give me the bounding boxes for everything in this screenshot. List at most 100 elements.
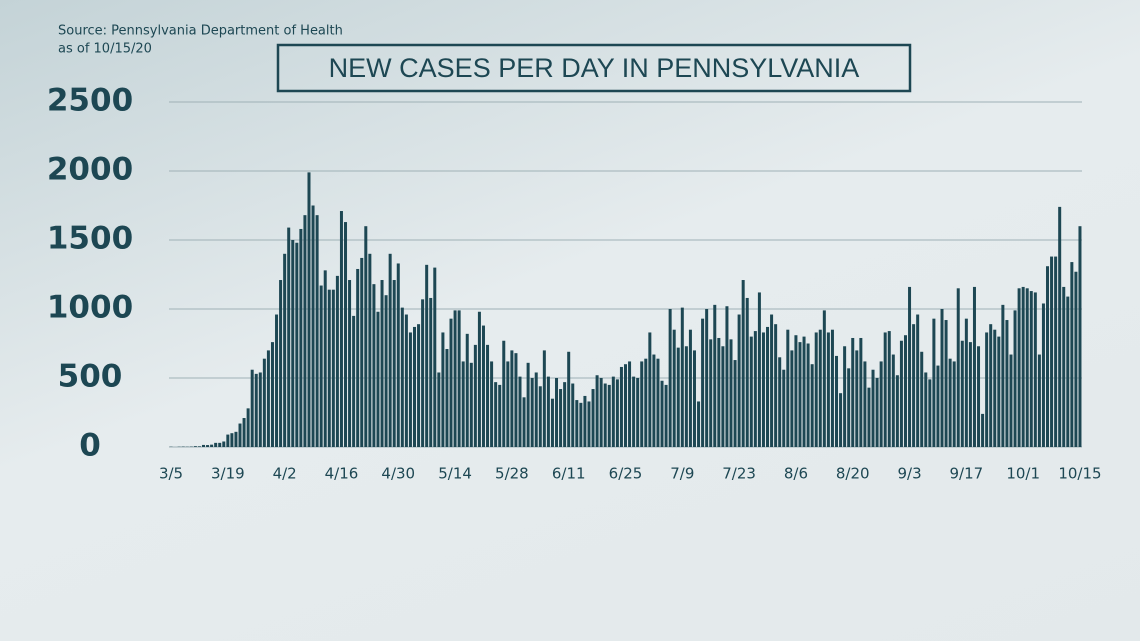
bar [981,413,985,447]
bar [510,350,514,447]
bar [311,205,315,447]
bar [644,358,648,447]
bar [453,310,457,447]
bar [786,329,790,447]
bar [506,361,510,447]
bar [258,372,262,447]
bar [745,297,749,447]
bar [230,433,234,447]
bar [774,324,778,447]
x-tick-label: 4/30 [381,465,415,483]
bar [534,372,538,447]
bar [664,384,668,447]
bar [546,376,550,447]
bar [461,361,465,447]
bar [1058,206,1062,447]
bar [319,285,323,447]
bar [806,343,810,447]
bar [262,358,266,447]
bar [855,350,859,447]
bar [234,431,238,447]
bar [668,309,672,447]
bar [307,172,311,447]
bar [908,286,912,447]
x-tick-label: 7/9 [670,465,694,483]
x-tick-label: 9/3 [897,465,921,483]
bar [327,289,331,447]
bar [291,240,295,447]
bar [425,264,429,447]
bar [469,362,473,447]
bar [376,311,380,447]
bar [254,373,258,447]
bar [384,295,388,447]
bar [1025,288,1029,447]
bar [412,326,416,447]
bar [692,350,696,447]
bar [717,337,721,447]
bar [498,384,502,447]
y-tick-label: 500 [58,359,123,395]
bar [591,389,595,447]
bar [266,350,270,447]
bar [400,307,404,447]
bar [936,365,940,447]
bar [680,307,684,447]
bar [417,324,421,447]
bar [449,318,453,447]
bar [871,369,875,447]
bar [956,288,960,447]
bar [1033,292,1037,447]
bar [843,346,847,447]
bar [197,446,201,447]
bar [193,446,197,447]
bar [879,361,883,447]
bar [555,378,559,447]
bar [457,310,461,447]
bar [1017,288,1021,447]
bar [895,375,899,447]
bar [725,306,729,447]
bar [972,286,976,447]
bar [283,253,287,447]
bar [1046,266,1050,447]
bar [242,418,246,447]
x-tick-label: 3/5 [159,465,183,483]
x-tick-label: 4/16 [325,465,359,483]
bar [477,311,481,447]
x-tick-label: 5/28 [495,465,529,483]
bar [481,325,485,447]
bar [899,340,903,447]
y-tick-label: 2500 [47,83,133,119]
bar [1062,286,1066,447]
bar [859,337,863,447]
bar [587,401,591,447]
bar [490,361,494,447]
bar [741,280,745,447]
bar [514,353,518,447]
source-note: Source: Pennsylvania Department of Healt… [58,24,343,39]
y-tick-label: 2000 [47,152,133,188]
bar [802,336,806,447]
bar [944,320,948,447]
bar [875,378,879,447]
bar [583,395,587,447]
bar [1037,354,1041,447]
bar [640,361,644,447]
bar [611,376,615,447]
bar [632,376,636,447]
bar [729,339,733,447]
bar [1021,286,1025,447]
bar [749,336,753,447]
bar [628,361,632,447]
bar [928,379,932,447]
bar [903,335,907,447]
bar [924,372,928,447]
x-tick-label: 8/20 [836,465,870,483]
bar [563,382,567,447]
bar [380,280,384,447]
bar [940,309,944,447]
bar [368,253,372,447]
bar [275,314,279,447]
bar [344,222,348,447]
